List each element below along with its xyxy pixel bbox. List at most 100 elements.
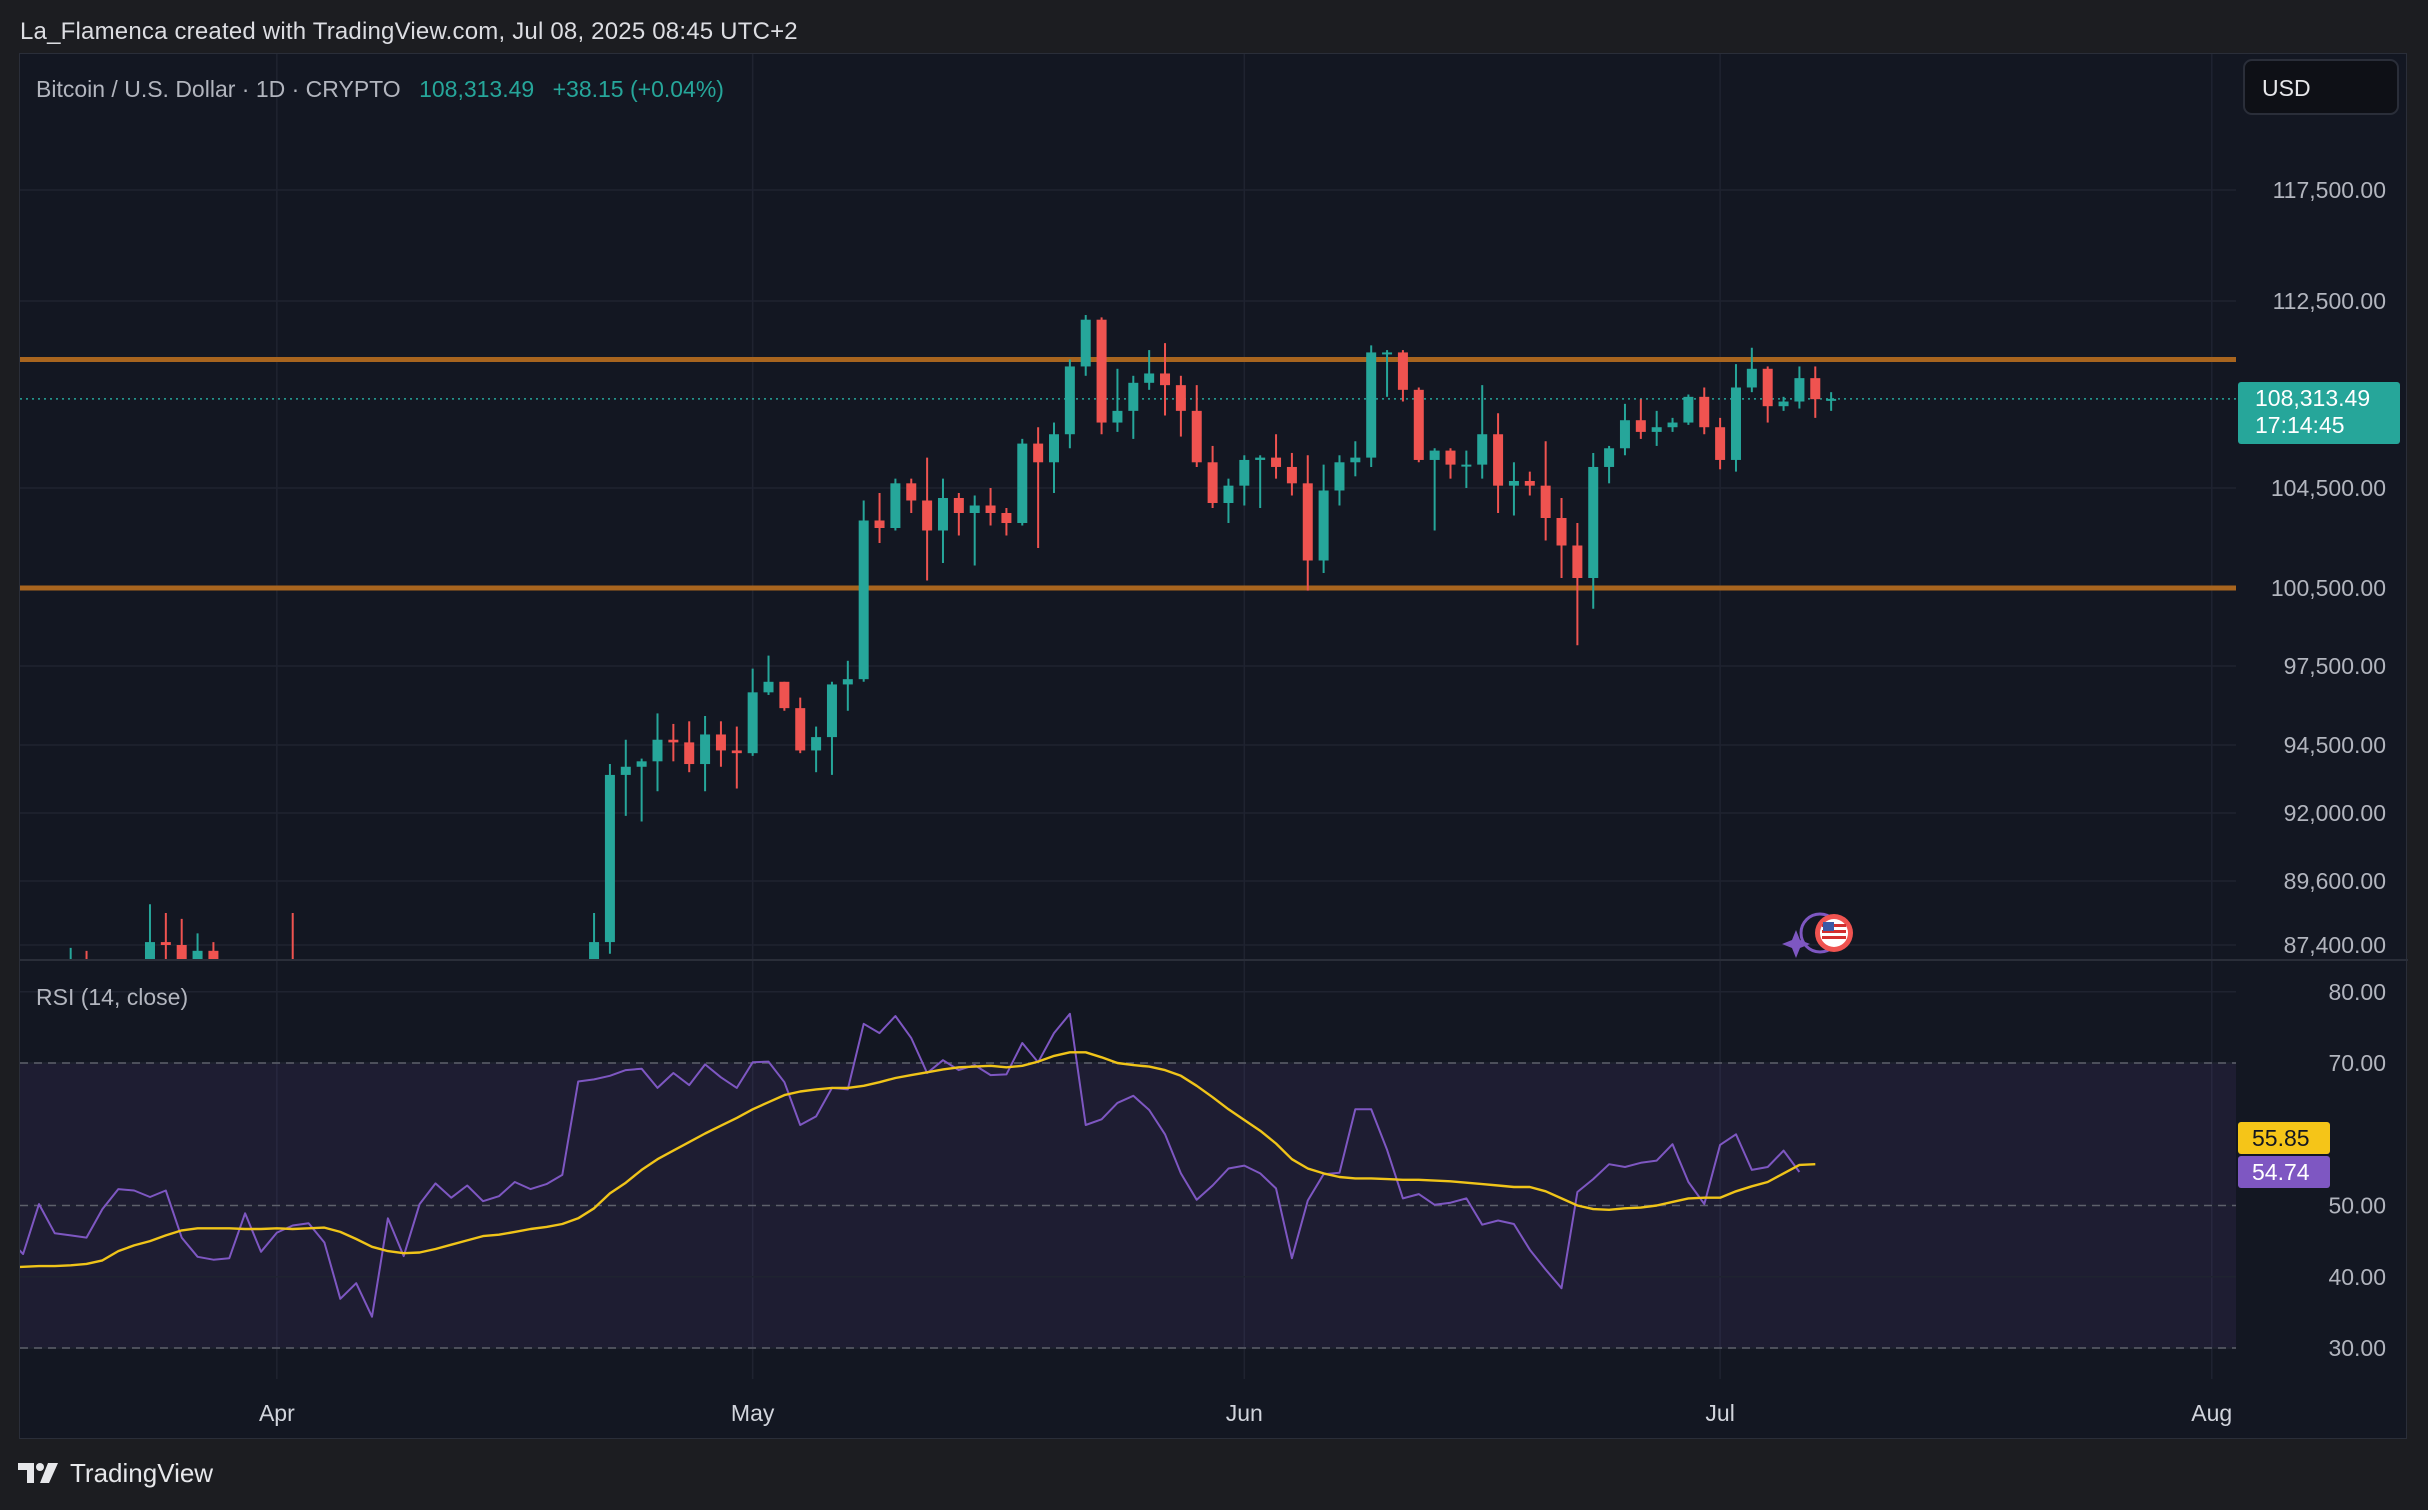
candle-down[interactable]	[1207, 445, 1218, 508]
candle-down[interactable]	[1160, 343, 1171, 416]
candle-up[interactable]	[1080, 315, 1091, 376]
candle-up[interactable]	[1477, 385, 1488, 479]
candle-up[interactable]	[1366, 345, 1377, 467]
candle-up[interactable]	[763, 655, 774, 695]
candle-up[interactable]	[1049, 422, 1059, 493]
candle-down[interactable]	[906, 478, 917, 513]
candle-up[interactable]	[1255, 455, 1266, 508]
candle-up[interactable]	[1826, 392, 1837, 411]
candle-up[interactable]	[1144, 350, 1155, 390]
candle-down[interactable]	[1096, 317, 1107, 435]
candle-down[interactable]	[953, 493, 964, 536]
candle-up[interactable]	[144, 904, 155, 997]
candle-up[interactable]	[192, 933, 203, 991]
candle-up[interactable]	[747, 668, 758, 756]
candle-down[interactable]	[1540, 441, 1551, 541]
candle-up[interactable]	[1730, 364, 1741, 472]
tradingview-footer[interactable]: TradingView	[18, 1455, 213, 1491]
candle-down[interactable]	[1445, 448, 1456, 479]
candle-down[interactable]	[160, 913, 171, 977]
candle-down[interactable]	[779, 681, 790, 711]
candle-down[interactable]	[1715, 417, 1726, 470]
candle-down[interactable]	[1191, 385, 1202, 467]
candle-down[interactable]	[874, 493, 885, 543]
candle-down[interactable]	[1556, 498, 1567, 578]
candle-up[interactable]	[589, 913, 600, 1015]
candle-up[interactable]	[1223, 478, 1234, 523]
candle-down[interactable]	[1286, 452, 1297, 496]
symbol-title[interactable]: Bitcoin / U.S. Dollar · 1D · CRYPTO	[36, 76, 401, 102]
candle-down[interactable]	[288, 913, 298, 1093]
candle-down[interactable]	[1271, 434, 1282, 479]
candle-up[interactable]	[842, 660, 853, 711]
candle-up[interactable]	[1667, 417, 1678, 432]
candle-down[interactable]	[1699, 387, 1710, 435]
candle-down[interactable]	[985, 488, 996, 526]
candle-down[interactable]	[922, 457, 933, 581]
candle-down[interactable]	[731, 726, 742, 789]
rsi-title[interactable]: RSI (14, close)	[36, 984, 188, 1010]
candle-down[interactable]	[1033, 427, 1044, 548]
us-flag-icon[interactable]	[1815, 914, 1853, 952]
candle-down[interactable]	[1302, 455, 1313, 591]
candle-up[interactable]	[478, 992, 488, 1068]
candle-down[interactable]	[1810, 366, 1821, 418]
candle-up[interactable]	[1017, 438, 1028, 526]
candle-up[interactable]	[604, 764, 615, 954]
candle-up[interactable]	[1239, 455, 1250, 506]
candle-down[interactable]	[1762, 366, 1773, 423]
candle-up[interactable]	[2, 1006, 12, 1050]
candle-up[interactable]	[1429, 448, 1440, 531]
candle-up[interactable]	[636, 758, 647, 822]
candle-down[interactable]	[795, 697, 806, 754]
currency-button[interactable]: USD	[2243, 59, 2399, 115]
candle-up[interactable]	[1350, 441, 1361, 477]
candle-down[interactable]	[1413, 387, 1424, 463]
candle-up[interactable]	[1064, 359, 1075, 449]
candle-down[interactable]	[462, 983, 472, 1073]
candle-up[interactable]	[826, 681, 837, 775]
event-icons[interactable]	[1782, 912, 1853, 958]
candle-up[interactable]	[510, 1000, 520, 1070]
candle-down[interactable]	[176, 918, 187, 992]
candle-up[interactable]	[1128, 375, 1139, 439]
candle-up[interactable]	[1778, 396, 1789, 411]
candle-down[interactable]	[1175, 375, 1186, 437]
candle-up[interactable]	[1382, 350, 1393, 397]
candle-up[interactable]	[1619, 403, 1630, 456]
candle-up[interactable]	[652, 713, 663, 792]
candle-up[interactable]	[1651, 410, 1662, 446]
candle-up[interactable]	[1508, 462, 1519, 516]
candle-down[interactable]	[1397, 350, 1408, 402]
candle-down[interactable]	[113, 1026, 123, 1055]
candle-up[interactable]	[1794, 366, 1805, 409]
candle-down[interactable]	[1572, 523, 1583, 646]
candle-up[interactable]	[858, 500, 869, 682]
candle-up[interactable]	[1461, 450, 1472, 488]
candle-up[interactable]	[1318, 464, 1329, 573]
candle-down[interactable]	[97, 1021, 107, 1068]
candle-down[interactable]	[1524, 471, 1535, 496]
candle-up[interactable]	[573, 1006, 583, 1047]
candle-up[interactable]	[1683, 394, 1694, 425]
candle-up[interactable]	[1604, 445, 1615, 484]
candle-up[interactable]	[890, 478, 901, 531]
candle-up[interactable]	[937, 478, 948, 563]
sparkle-icon[interactable]	[1782, 930, 1810, 958]
candle-up[interactable]	[1746, 347, 1757, 393]
candle-up[interactable]	[526, 1003, 536, 1050]
candle-up[interactable]	[1112, 368, 1123, 432]
candle-down[interactable]	[541, 1012, 551, 1041]
candle-up[interactable]	[1588, 452, 1599, 609]
candle-up[interactable]	[557, 997, 567, 1035]
candle-down[interactable]	[1635, 399, 1646, 439]
candle-down[interactable]	[668, 723, 679, 762]
candle-down[interactable]	[1001, 508, 1012, 536]
candle-down[interactable]	[494, 974, 504, 1055]
candle-up[interactable]	[620, 739, 631, 816]
candle-down[interactable]	[715, 721, 726, 767]
candle-up[interactable]	[700, 716, 711, 792]
candle-down[interactable]	[684, 721, 695, 773]
candle-up[interactable]	[811, 726, 822, 773]
candle-down[interactable]	[208, 942, 219, 1055]
